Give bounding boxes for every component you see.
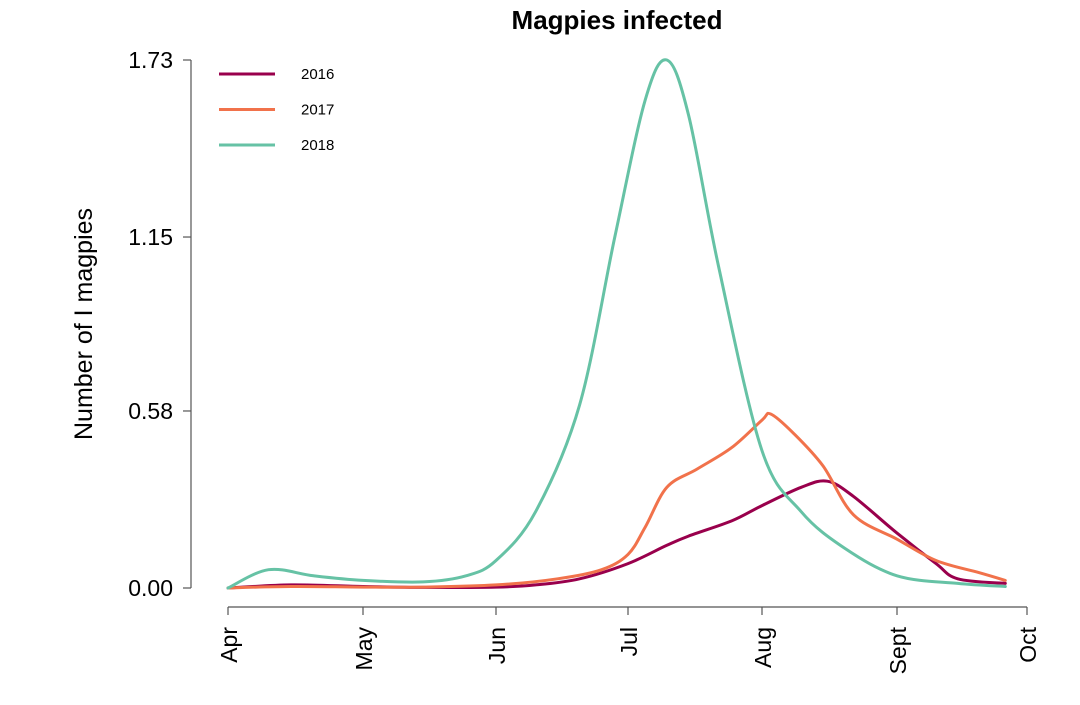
x-tick-label: May	[351, 627, 377, 671]
chart-title: Magpies infected	[512, 5, 723, 35]
y-tick-label: 0.00	[128, 575, 173, 601]
y-tick-label: 1.15	[128, 224, 173, 250]
x-tick-label: Jul	[616, 627, 642, 656]
x-tick-label: Aug	[750, 627, 776, 668]
y-ticks: 0.00 0.58 1.15 1.73	[128, 47, 191, 601]
legend-label-2018: 2018	[301, 137, 334, 154]
legend-label-2017: 2017	[301, 102, 334, 119]
legend-label-2016: 2016	[301, 66, 334, 83]
x-tick-label: Apr	[216, 627, 242, 663]
series-lines	[226, 58, 1007, 590]
x-tick-label: Oct	[1015, 626, 1041, 662]
y-axis-label: Number of I magpies	[70, 208, 98, 440]
series-line-2017	[226, 411, 1007, 590]
x-tick-label: Jun	[484, 627, 510, 664]
x-tick-label: Sept	[885, 626, 911, 674]
series-line-2018	[226, 58, 1007, 590]
y-tick-label: 0.58	[128, 398, 173, 424]
y-tick-label: 1.73	[128, 47, 173, 73]
legend: 2016 2017 2018	[219, 66, 334, 154]
x-ticks: Apr May Jun Jul Aug Sept Oct	[216, 607, 1041, 674]
